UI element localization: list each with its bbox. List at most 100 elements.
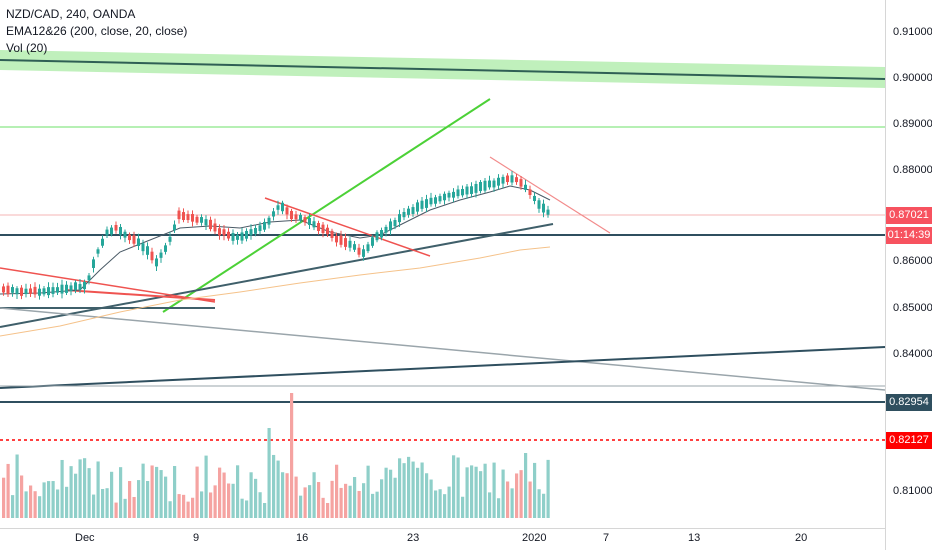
candle-body: [452, 191, 455, 198]
volume-bar: [87, 468, 91, 518]
candle-body: [272, 211, 275, 217]
price-axis[interactable]: [885, 0, 932, 550]
volume-bar: [330, 480, 334, 518]
volume-bar: [11, 495, 15, 518]
price-tick-label: 0.81000: [893, 485, 932, 497]
volume-bar: [348, 485, 352, 518]
volume-bar: [150, 465, 154, 518]
long-ascending-line[interactable]: [0, 346, 886, 389]
volume-bar: [443, 494, 447, 518]
volume-bar: [465, 467, 469, 518]
ema-indicator-label[interactable]: EMA12&26 (200, close, 20, close): [6, 24, 188, 38]
red-trend-line-4[interactable]: [489, 156, 611, 234]
candle-body: [119, 226, 122, 235]
candle-body: [195, 216, 199, 223]
volume-bar: [281, 472, 285, 518]
candle-body: [362, 249, 365, 257]
candle-body: [33, 286, 37, 295]
volume-bar: [285, 473, 289, 518]
candle-body: [209, 219, 212, 230]
candle-body: [164, 245, 167, 252]
candle-body: [173, 224, 176, 231]
candle-body: [69, 285, 73, 292]
channel-center-line[interactable]: [0, 59, 886, 80]
candle-body: [474, 183, 478, 193]
candle-body: [312, 221, 316, 228]
volume-bar: [218, 467, 222, 518]
candle-body: [51, 287, 55, 294]
volume-bar: [357, 490, 361, 518]
volume-bar: [488, 492, 492, 518]
volume-bar: [177, 494, 181, 518]
volume-bar: [335, 464, 339, 518]
volume-bar: [308, 485, 312, 518]
volume-bar: [276, 460, 280, 518]
volume-bar: [123, 498, 127, 518]
volume-bar: [366, 465, 370, 518]
candle-body: [258, 225, 262, 231]
volume-bar: [56, 489, 60, 518]
volume-bar: [506, 481, 510, 518]
volume-bar: [456, 457, 460, 518]
candle-body: [92, 259, 95, 268]
candle-body: [114, 224, 118, 231]
volume-bar: [2, 477, 6, 518]
volume-indicator-label[interactable]: Vol (20): [6, 41, 48, 55]
green-trend-line[interactable]: [162, 98, 491, 313]
volume-bar: [15, 454, 19, 518]
volume-bar: [447, 486, 451, 518]
volume-bar: [542, 493, 546, 518]
candle-body: [317, 223, 320, 231]
volume-bar: [353, 477, 357, 518]
time-axis[interactable]: [0, 528, 885, 551]
candle-body: [483, 180, 487, 191]
ema-slow-line: [0, 246, 551, 337]
candle-body: [227, 231, 230, 239]
candle-body: [398, 214, 401, 223]
grey-descending-line[interactable]: [0, 307, 886, 391]
volume-bar: [168, 501, 172, 518]
volume-bar: [362, 483, 366, 518]
red-trend-line-1[interactable]: [264, 197, 431, 257]
volume-bar: [245, 500, 249, 518]
ascending-trendline[interactable]: [0, 223, 554, 328]
volume-bar: [492, 462, 496, 518]
candle-body: [276, 205, 280, 210]
candle-body: [344, 238, 347, 247]
red-trend-line-2[interactable]: [0, 267, 216, 303]
candle-body: [501, 176, 505, 184]
candle-body: [42, 288, 46, 295]
candle-body: [546, 209, 550, 215]
volume-bar: [42, 482, 46, 518]
volume-bar: [479, 471, 483, 518]
volume-bar: [33, 491, 37, 518]
volume-bar: [380, 479, 384, 518]
candle-body: [285, 207, 289, 215]
candle-body: [434, 197, 437, 204]
candle-body: [204, 219, 208, 226]
volume-series: [2, 393, 550, 518]
volume-bar: [78, 459, 82, 518]
symbol-title[interactable]: NZD/CAD, 240, OANDA: [6, 7, 136, 21]
candle-body: [159, 252, 163, 258]
candle-body: [15, 288, 19, 295]
candle-body: [137, 238, 140, 246]
price-tick-label: 0.89000: [893, 118, 932, 130]
candle-body: [123, 231, 127, 238]
candle-body: [447, 192, 451, 198]
candle-body: [308, 218, 311, 225]
volume-bar: [119, 467, 123, 518]
candle-body: [263, 221, 266, 230]
candle-body: [425, 199, 428, 208]
volume-bar: [141, 463, 145, 518]
candle-body: [249, 229, 253, 236]
candle-body: [335, 235, 338, 243]
candle-body: [537, 200, 541, 209]
candle-body: [222, 229, 226, 236]
volume-bar: [128, 481, 132, 518]
volume-bar: [420, 462, 424, 518]
candle-body: [299, 214, 302, 221]
volume-bar: [515, 473, 519, 518]
